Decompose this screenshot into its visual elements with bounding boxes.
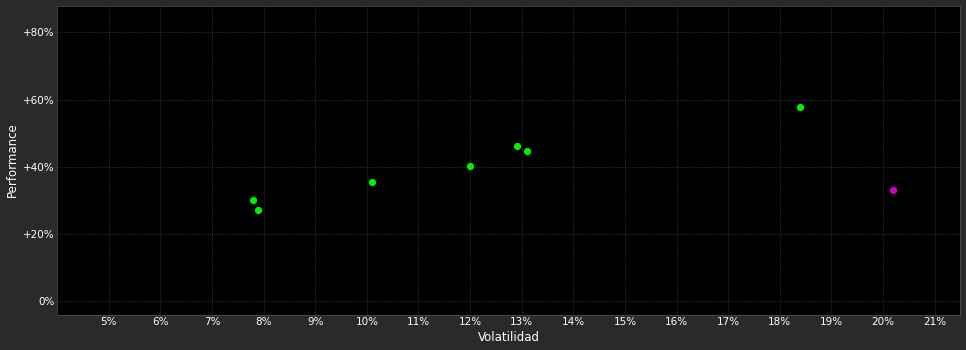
Point: [886, 187, 901, 192]
X-axis label: Volatilidad: Volatilidad: [478, 331, 540, 344]
Point: [463, 163, 478, 169]
Point: [793, 104, 809, 110]
Y-axis label: Performance: Performance: [6, 122, 18, 197]
Point: [364, 179, 380, 185]
Point: [245, 197, 261, 203]
Point: [509, 143, 525, 148]
Point: [251, 207, 267, 212]
Point: [519, 148, 534, 154]
